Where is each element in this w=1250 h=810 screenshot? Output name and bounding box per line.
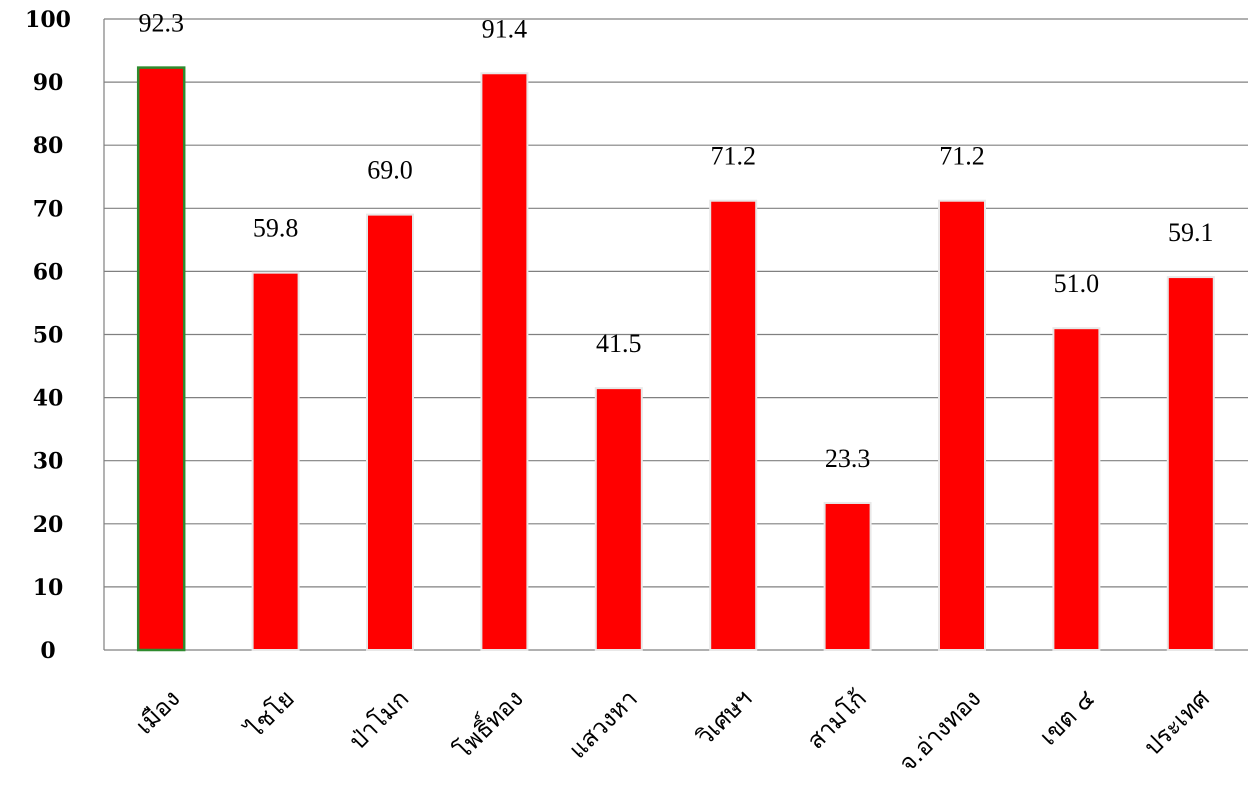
x-tick-label: ป่าโมก [344, 684, 415, 755]
y-tick-label: 50 [33, 323, 64, 349]
bar [1052, 327, 1101, 651]
data-label: 41.5 [596, 329, 642, 358]
y-tick-label: 100 [25, 7, 71, 33]
x-tick-label: จ.อ่างทอง [893, 684, 986, 777]
y-tick-label: 10 [33, 575, 64, 601]
bar [709, 199, 758, 651]
bar [594, 387, 643, 651]
bar [1166, 276, 1215, 651]
x-tick-label: โพธิ์ทอง [446, 682, 529, 765]
y-tick-label: 60 [33, 259, 64, 285]
x-tick-label: เขต ๔ [1034, 684, 1100, 750]
bars [136, 66, 1215, 652]
data-label: 92.3 [138, 9, 184, 38]
x-tick-label: วิเศษฯ [690, 684, 757, 751]
y-tick-label: 30 [33, 449, 64, 475]
y-tick-label: 0 [40, 638, 55, 664]
y-tick-label: 20 [33, 512, 64, 538]
x-tick-label: เมือง [130, 684, 185, 739]
y-axis: 0 10 20 30 40 50 60 70 80 90 100 [25, 7, 1248, 664]
data-label: 59.8 [253, 214, 299, 243]
x-tick-label: ไชโย [240, 684, 300, 744]
y-tick-label: 70 [33, 196, 64, 222]
x-tick-label: แสวงหา [563, 684, 643, 764]
data-label: 69.0 [367, 156, 413, 185]
x-tick-label: สามโก้ [802, 684, 872, 754]
data-label: 91.4 [482, 14, 528, 43]
x-tick-label: ประเทศ [1138, 684, 1215, 761]
bar [136, 66, 186, 652]
bar [480, 72, 529, 652]
bar [823, 501, 872, 651]
y-tick-label: 40 [33, 386, 64, 412]
data-label: 59.1 [1168, 218, 1214, 247]
y-tick-label: 90 [33, 70, 64, 96]
bar [251, 271, 300, 651]
data-label: 71.2 [939, 142, 985, 171]
y-tick-label: 80 [33, 133, 64, 159]
x-axis: เมือง ไชโย ป่าโมก โพธิ์ทอง แสวงหา วิเศษฯ สามโก… [130, 682, 1215, 778]
bar [938, 199, 986, 651]
data-label: 71.2 [710, 142, 756, 171]
data-labels: 92.3 59.8 69.0 91.4 41.5 71.2 23.3 71.2 51.0 59.1 [138, 9, 1213, 473]
bar [366, 213, 414, 652]
data-label: 51.0 [1054, 269, 1100, 298]
data-label: 23.3 [825, 444, 871, 473]
